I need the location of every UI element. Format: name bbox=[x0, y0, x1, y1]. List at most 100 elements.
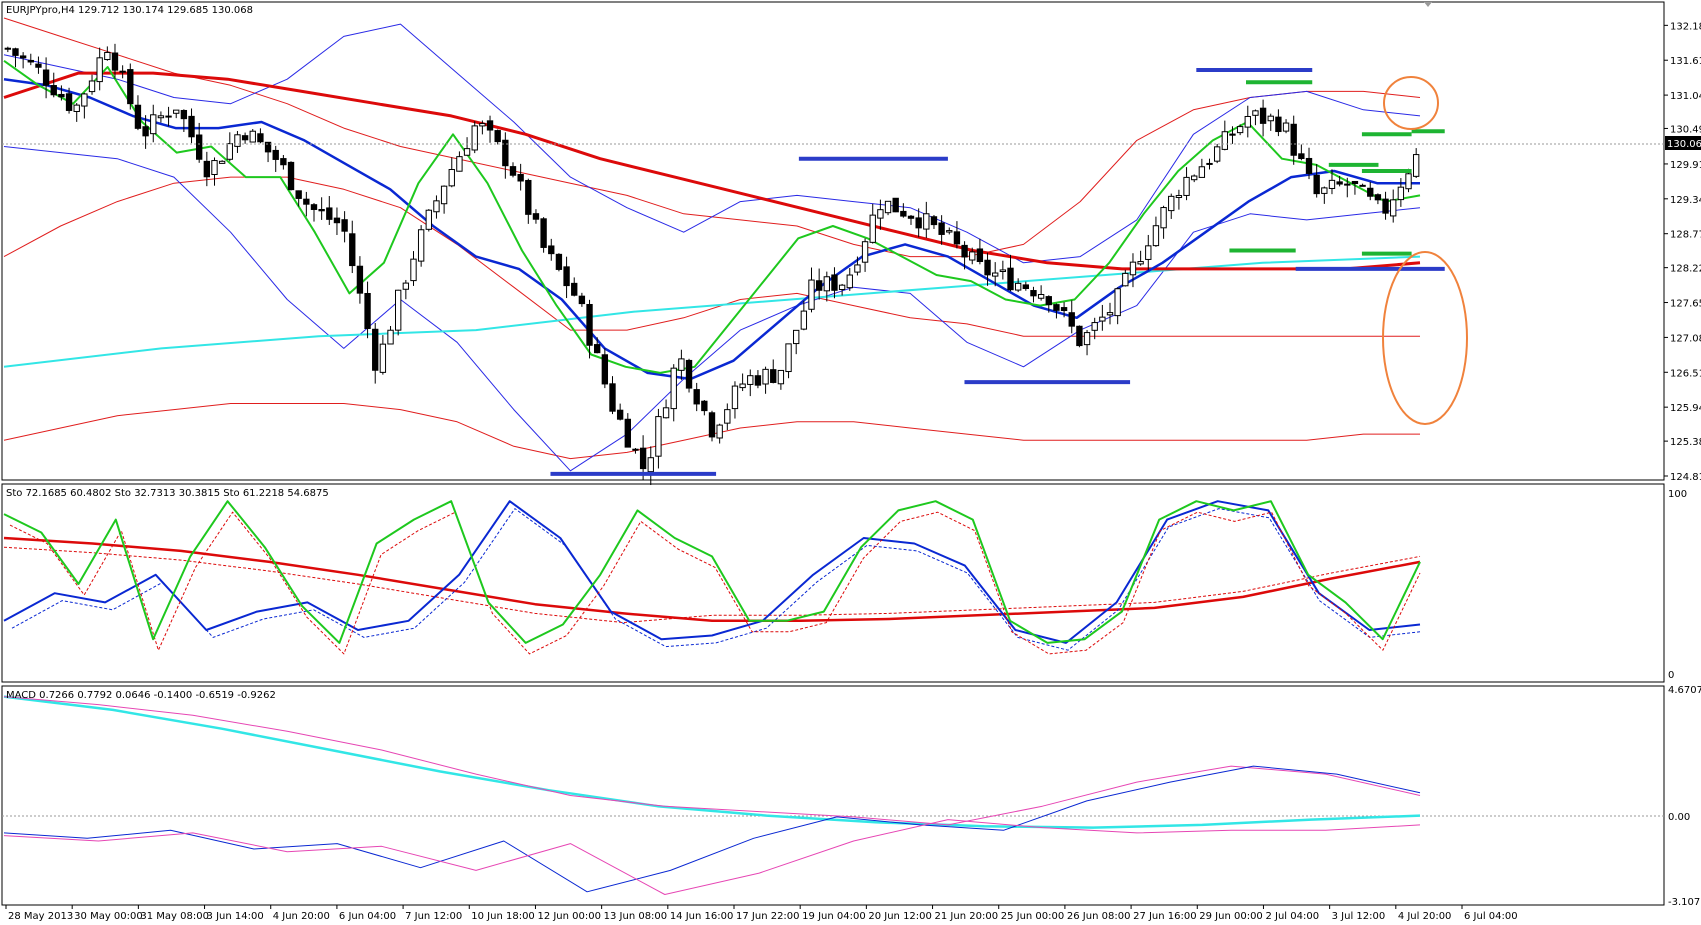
support-resistance-levels bbox=[550, 68, 1445, 476]
macd-title: MACD 0.7266 0.7792 0.0646 -0.1400 -0.651… bbox=[6, 690, 276, 701]
candle-bull bbox=[1083, 332, 1091, 346]
candle-bear bbox=[578, 295, 586, 305]
candle-bull bbox=[395, 289, 402, 331]
time-tick-label: 12 Jun 00:00 bbox=[537, 911, 601, 922]
time-tick-label: 13 Jun 08:00 bbox=[604, 911, 668, 922]
stochastic-tick-bottom: 0 bbox=[1668, 670, 1674, 681]
candle-bull bbox=[800, 310, 808, 330]
candle-bear bbox=[303, 198, 310, 205]
candle-bull bbox=[655, 416, 662, 457]
candle-bull bbox=[846, 274, 853, 289]
current-price-label: 130.068 bbox=[1667, 139, 1701, 150]
candle-bear bbox=[831, 274, 838, 291]
time-tick-label: 19 Jun 04:00 bbox=[802, 911, 866, 922]
candle-bull bbox=[387, 329, 394, 345]
envelope-lines bbox=[3, 17, 1421, 460]
candle-bull bbox=[793, 329, 800, 345]
candle-bear bbox=[19, 55, 27, 59]
candle-bear bbox=[1367, 187, 1374, 197]
candle-bear bbox=[555, 253, 563, 270]
candle-bull bbox=[1137, 261, 1144, 265]
candle-bear bbox=[1076, 325, 1083, 347]
candle-bear bbox=[563, 266, 570, 287]
candle-bear bbox=[953, 231, 961, 245]
time-tick-label: 20 Jun 12:00 bbox=[868, 911, 932, 922]
candle-bull bbox=[1168, 195, 1175, 212]
candle-bull bbox=[1405, 173, 1412, 190]
candle-bear bbox=[1382, 198, 1389, 214]
macd-tick-bottom: -3.1073 bbox=[1668, 897, 1701, 908]
time-tick-label: 17 Jun 22:00 bbox=[736, 911, 800, 922]
macd-panel-frame bbox=[1, 685, 1665, 906]
candle-bull bbox=[946, 230, 953, 233]
candle-bull bbox=[1321, 187, 1328, 194]
macd-magenta-upper-line bbox=[3, 696, 1421, 826]
candle-bull bbox=[992, 272, 999, 277]
price-tick-label: 129.345 bbox=[1670, 195, 1701, 206]
price-tick-label: 128.775 bbox=[1670, 230, 1701, 241]
candle-bear bbox=[1290, 123, 1297, 156]
candle-bear bbox=[42, 69, 50, 86]
candle-bear bbox=[1007, 267, 1014, 291]
price-tick-label: 125.385 bbox=[1670, 437, 1701, 448]
time-tick-label: 27 Jun 16:00 bbox=[1133, 911, 1197, 922]
price-axis: 132.180 131.610 131.040 130.495 129.915 129.3… bbox=[1664, 21, 1701, 483]
candle-bull bbox=[173, 109, 180, 114]
candle-bear bbox=[693, 389, 700, 405]
candle-bull bbox=[73, 104, 80, 112]
price-tick-label: 126.510 bbox=[1670, 368, 1701, 379]
bollinger-upper-line bbox=[3, 23, 1421, 264]
candle-bear bbox=[1336, 181, 1343, 185]
candle-bear bbox=[142, 126, 149, 137]
candle-bear bbox=[815, 280, 823, 291]
candle-bull bbox=[1282, 122, 1290, 132]
orange-circle-annotation bbox=[1383, 76, 1439, 130]
candle-bear bbox=[356, 265, 364, 294]
candle-bull bbox=[234, 134, 241, 147]
sto-green-line bbox=[3, 500, 1421, 644]
candle-bull bbox=[923, 213, 930, 230]
ma-blue-line bbox=[3, 77, 1420, 381]
candle-bull bbox=[104, 51, 111, 61]
candle-bull bbox=[1236, 126, 1244, 134]
candle-bear bbox=[1060, 307, 1068, 312]
candle-bull bbox=[479, 123, 486, 127]
candle-bear bbox=[532, 213, 540, 220]
candle-bull bbox=[1412, 154, 1420, 177]
candle-bear bbox=[701, 400, 708, 412]
candle-bull bbox=[969, 251, 976, 261]
candle-bull bbox=[1091, 322, 1098, 331]
price-tick-label: 130.495 bbox=[1670, 124, 1701, 135]
candle-bull bbox=[471, 125, 478, 151]
candle-bear bbox=[907, 215, 915, 219]
time-tick-label: 26 Jun 08:00 bbox=[1067, 911, 1131, 922]
candle-bear bbox=[616, 409, 624, 420]
sto-red-signal-line bbox=[3, 546, 1421, 624]
candle-bull bbox=[1129, 261, 1137, 276]
candle-bull bbox=[632, 448, 639, 451]
candle-bull bbox=[869, 214, 876, 243]
candle-bull bbox=[88, 80, 96, 93]
envelope-middle-line bbox=[3, 176, 1420, 337]
sto-blue-line bbox=[3, 500, 1421, 644]
candle-bear bbox=[1229, 133, 1236, 136]
price-panel-title: EURJPYpro,H4 129.712 130.174 129.685 130… bbox=[6, 5, 253, 16]
time-tick-label: 4 Jun 20:00 bbox=[273, 911, 330, 922]
ma-red-line bbox=[3, 71, 1421, 271]
candle-bull bbox=[731, 385, 739, 410]
price-tick-label: 128.220 bbox=[1670, 264, 1701, 275]
candle-bull bbox=[854, 264, 861, 273]
candle-bear bbox=[111, 52, 119, 71]
candle-bull bbox=[861, 241, 869, 263]
candle-bear bbox=[984, 259, 991, 276]
candle-bear bbox=[58, 93, 65, 98]
candle-bear bbox=[639, 447, 647, 470]
candle-bear bbox=[754, 375, 762, 386]
candle-bear bbox=[119, 70, 126, 73]
candle-bear bbox=[548, 245, 555, 255]
candle-bear bbox=[1030, 290, 1037, 297]
bollinger-lower-line bbox=[3, 146, 1421, 472]
candle-bull bbox=[877, 209, 884, 219]
